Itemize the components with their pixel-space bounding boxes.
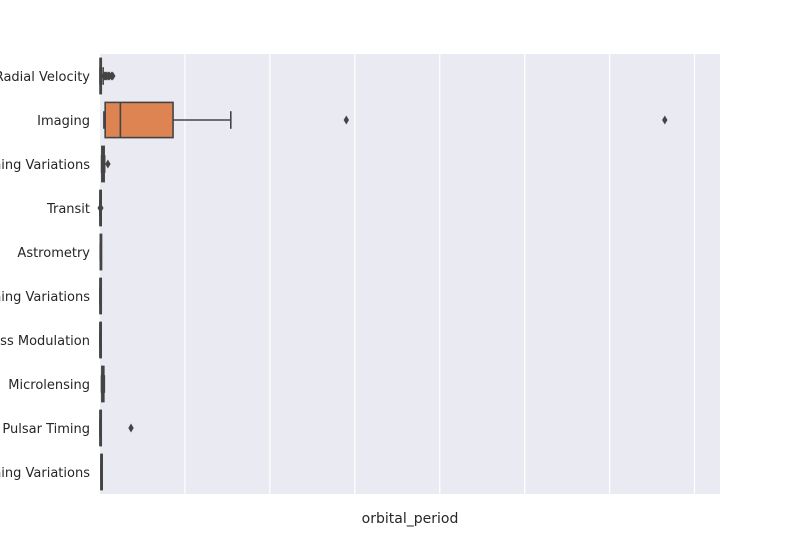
box-group — [99, 233, 103, 271]
boxes — [97, 57, 668, 491]
category-label: Orbital Brightness Modulation — [0, 334, 90, 349]
category-label: Transit — [46, 202, 90, 217]
grid-lines — [184, 54, 696, 494]
box-group — [100, 365, 106, 403]
box-group — [97, 189, 104, 227]
outlier-point — [98, 203, 104, 213]
box-group — [99, 57, 116, 95]
outlier-point — [343, 115, 350, 125]
category-label: Radial Velocity — [0, 70, 90, 85]
outlier-point — [110, 71, 116, 81]
outlier-point — [128, 423, 134, 433]
category-labels: Radial Velocity Imaging Eclipse Timing Var… — [0, 70, 90, 481]
outlier-point — [105, 159, 111, 169]
category-label: Imaging — [37, 114, 90, 129]
box-group — [99, 277, 103, 315]
box-group — [100, 145, 111, 183]
category-label: Eclipse Timing Variations — [0, 158, 90, 173]
box-group — [100, 453, 103, 491]
outlier-point — [662, 115, 668, 125]
category-label: Transit Timing Variations — [0, 290, 90, 305]
box-group — [103, 101, 668, 139]
category-label: Microlensing — [8, 378, 90, 393]
box-group — [99, 321, 103, 359]
box — [104, 101, 174, 139]
category-label: Astrometry — [17, 246, 90, 261]
box-group — [99, 409, 134, 447]
x-axis-title: orbital_period — [362, 511, 459, 527]
category-label: Pulsation Timing Variations — [0, 466, 90, 481]
plot-background — [100, 54, 720, 494]
category-label: Pulsar Timing — [2, 422, 90, 437]
